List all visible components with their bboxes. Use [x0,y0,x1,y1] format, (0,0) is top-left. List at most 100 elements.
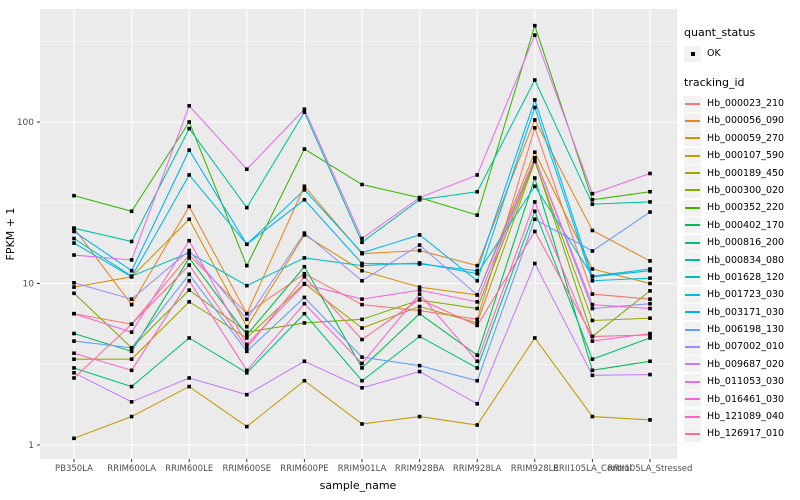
legend-item-Hb_001628_120: Hb_001628_120 [684,269,798,286]
data-point [648,171,652,176]
data-point [417,369,422,374]
legend-item-Hb_000352_220: Hb_000352_220 [684,199,798,216]
data-point [129,345,134,350]
data-point [360,261,364,266]
data-point [245,167,249,172]
x-tick-label: PB350LA [55,464,93,474]
data-point [187,278,191,283]
legend-item-label: OK [707,48,721,59]
x-tick-label: RRII105LA_Control [553,464,632,474]
data-point [417,414,422,419]
data-point [648,268,652,273]
data-point [187,384,191,389]
data-point [302,275,307,279]
legend-item-Hb_126917_010: Hb_126917_010 [684,425,798,442]
data-point [417,248,422,253]
data-point [648,336,652,340]
legend-quant-status: quant_status OK [684,26,798,62]
plot-panel [40,9,677,459]
data-point [72,366,76,370]
data-point [533,209,537,214]
legend-item-Hb_121089_040: Hb_121089_040 [684,408,798,425]
legend-item-Hb_001723_030: Hb_001723_030 [684,286,798,303]
x-axis-title: sample_name [320,479,397,492]
data-point [648,372,652,377]
data-point [302,301,307,306]
data-point [129,322,134,326]
data-point [72,357,76,361]
data-point [245,342,249,347]
line-swatch-icon [684,252,701,269]
data-point [533,33,537,37]
data-point [72,376,76,380]
data-point [475,278,479,283]
data-point [475,271,479,276]
line-swatch-icon [684,391,701,408]
data-point [302,256,307,260]
legend-item-label: Hb_001628_120 [707,271,785,283]
data-point [245,205,249,210]
legend-item-label: Hb_007002_010 [707,341,785,353]
data-point [302,231,307,235]
data-point [187,120,191,124]
data-point [475,317,479,322]
data-point [533,23,537,28]
data-point [533,176,537,180]
data-point [648,259,652,263]
data-point [475,323,479,328]
data-point [533,118,537,122]
data-point [533,150,537,155]
data-point [72,226,76,230]
data-point [648,210,652,214]
data-point [72,285,76,289]
data-point [72,436,76,441]
data-point [360,278,364,283]
data-point [360,263,364,268]
data-point [360,422,364,426]
data-point [475,173,479,177]
legend-tracking-items: Hb_000023_210 Hb_000056_090 Hb_000059_270 H… [684,95,798,442]
legend-item-label: Hb_000189_450 [707,167,785,179]
data-point [533,78,537,82]
data-point [129,330,134,334]
line-swatch-icon [684,286,701,303]
legend-item-label: Hb_009687_020 [707,358,785,370]
legend-item-label: Hb_126917_010 [707,428,785,440]
data-point [129,349,134,354]
legend-item-label: Hb_000402_170 [707,219,785,231]
data-point [72,311,76,316]
x-tick-label: RRIM928BA [395,464,445,474]
data-point [72,339,76,343]
data-point [245,370,249,375]
data-point [590,292,595,296]
data-point [360,386,364,390]
data-point [245,263,249,268]
data-point [245,317,249,322]
data-point [417,334,422,339]
data-point [302,295,307,300]
data-point [129,302,134,307]
data-point [245,283,249,288]
y-axis-title: FPKM + 1 [4,208,17,261]
data-point [302,188,307,192]
data-point [129,384,134,389]
data-point [72,351,76,356]
line-swatch-icon [684,165,701,182]
data-point [533,336,537,340]
data-point [417,285,422,289]
data-point [72,229,76,234]
data-point [590,334,595,339]
x-tick-label: RRIM928LA [453,464,502,474]
data-point [245,392,249,397]
data-point [475,401,479,406]
data-point [590,306,595,311]
data-point [475,423,479,427]
legend-item-label: Hb_011053_030 [707,376,785,388]
data-point [590,191,595,196]
legend-item-label: Hb_000059_270 [707,132,785,144]
data-point [72,193,76,198]
data-point [360,337,364,342]
data-point [648,289,652,293]
data-point [590,267,595,271]
data-point [302,184,307,189]
